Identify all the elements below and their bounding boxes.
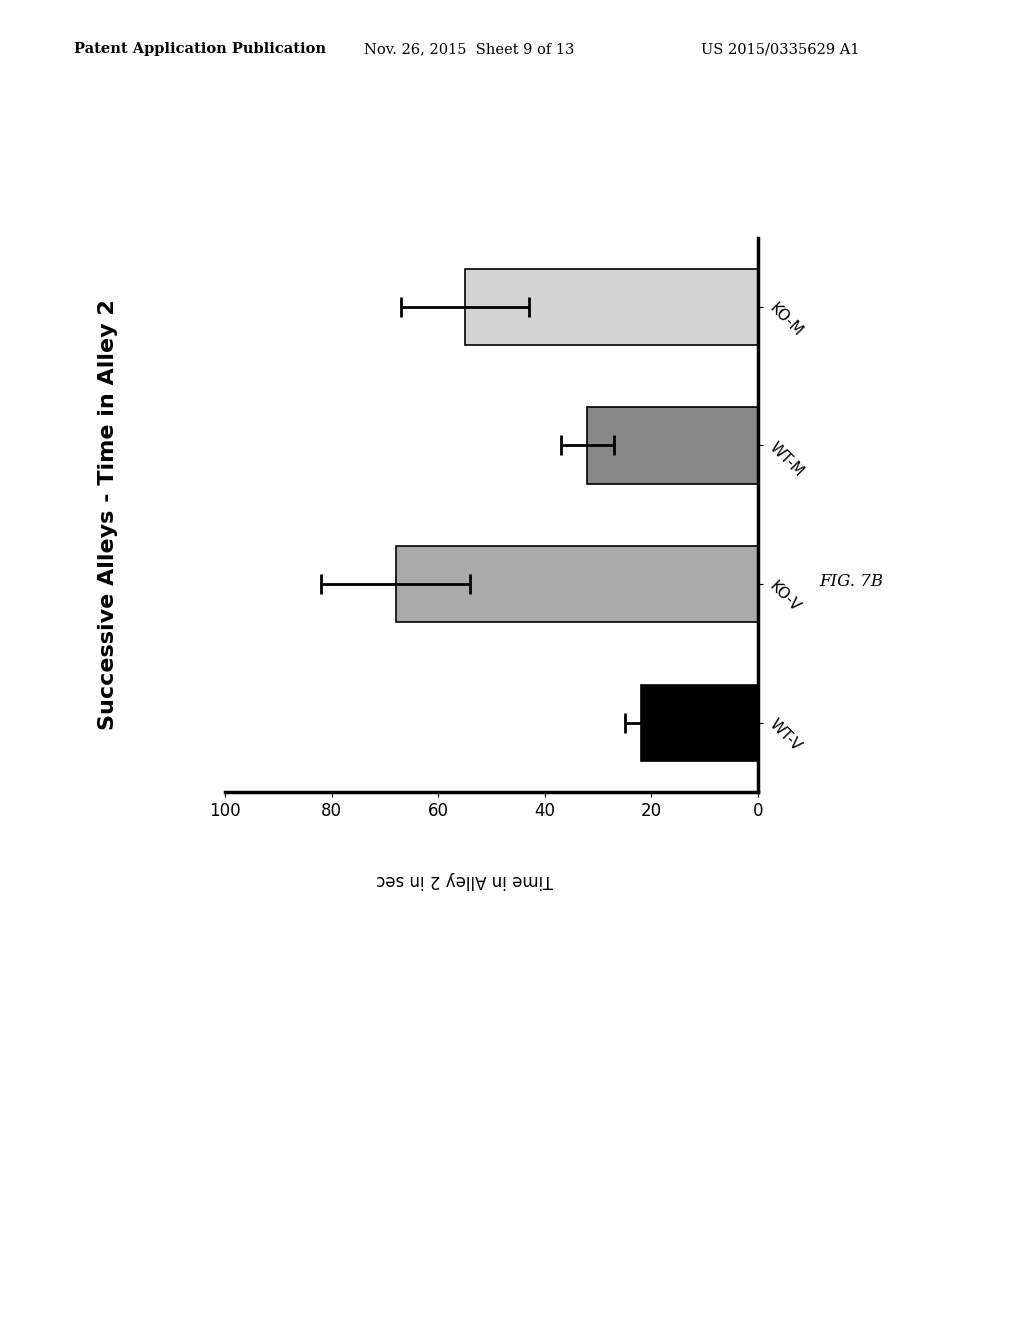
Text: Nov. 26, 2015  Sheet 9 of 13: Nov. 26, 2015 Sheet 9 of 13 xyxy=(364,42,573,57)
Text: Successive Alleys - Time in Alley 2: Successive Alleys - Time in Alley 2 xyxy=(97,300,118,730)
Bar xyxy=(395,546,758,622)
Text: Patent Application Publication: Patent Application Publication xyxy=(74,42,326,57)
Text: Time in Alley 2 in sec: Time in Alley 2 in sec xyxy=(377,871,553,890)
Bar xyxy=(465,269,758,345)
Text: FIG. 7B: FIG. 7B xyxy=(819,573,884,590)
Bar xyxy=(588,408,758,483)
Bar xyxy=(641,685,758,760)
Text: US 2015/0335629 A1: US 2015/0335629 A1 xyxy=(701,42,860,57)
